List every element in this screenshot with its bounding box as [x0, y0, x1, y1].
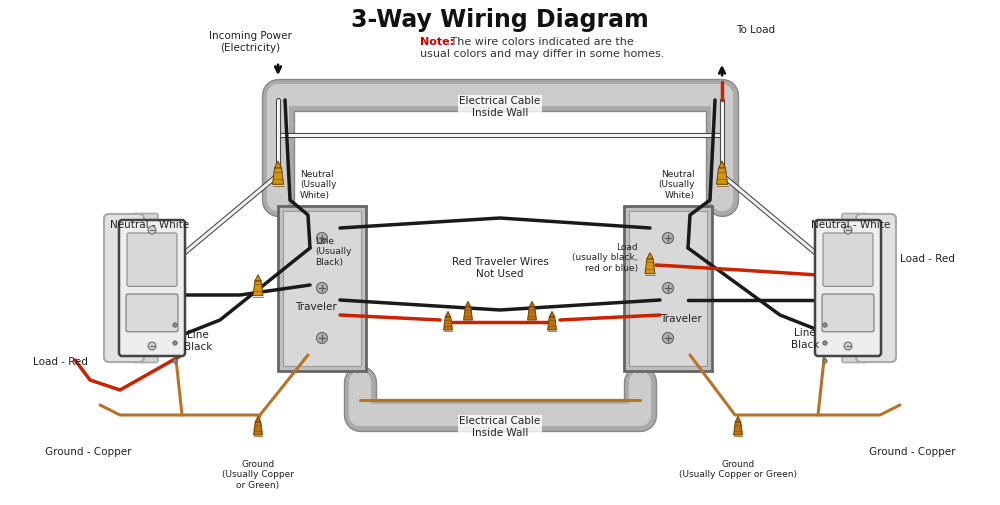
Text: Load
(usually black,
red or blue): Load (usually black, red or blue) — [572, 243, 638, 273]
Polygon shape — [464, 307, 472, 320]
Circle shape — [173, 323, 177, 327]
FancyBboxPatch shape — [127, 233, 177, 286]
Text: Red Traveler Wires
Not Used: Red Traveler Wires Not Used — [452, 257, 548, 279]
Circle shape — [173, 341, 177, 345]
Circle shape — [823, 323, 827, 327]
Text: 3-Way Wiring Diagram: 3-Way Wiring Diagram — [351, 8, 649, 32]
FancyBboxPatch shape — [126, 294, 178, 332]
Circle shape — [148, 226, 156, 234]
Circle shape — [120, 225, 128, 231]
Polygon shape — [718, 161, 726, 168]
Text: usual colors and may differ in some homes.: usual colors and may differ in some home… — [420, 49, 664, 59]
Circle shape — [142, 223, 148, 228]
Polygon shape — [255, 275, 261, 281]
Polygon shape — [274, 161, 282, 168]
Text: To Load: To Load — [736, 25, 776, 35]
Polygon shape — [716, 168, 728, 184]
Circle shape — [852, 223, 858, 228]
FancyBboxPatch shape — [823, 233, 873, 286]
Text: Ground
(Usually Copper
or Green): Ground (Usually Copper or Green) — [222, 460, 294, 490]
Polygon shape — [735, 417, 741, 422]
Circle shape — [872, 225, 880, 231]
FancyBboxPatch shape — [856, 214, 896, 362]
Polygon shape — [647, 252, 653, 259]
Text: The wire colors indicated are the: The wire colors indicated are the — [447, 37, 634, 47]
Polygon shape — [254, 422, 262, 435]
Polygon shape — [272, 168, 284, 184]
Polygon shape — [444, 317, 452, 330]
Text: Neutral
(Usually
White): Neutral (Usually White) — [300, 170, 336, 200]
Circle shape — [148, 342, 156, 350]
Circle shape — [142, 347, 148, 354]
Text: Electrical Cable
Inside Wall: Electrical Cable Inside Wall — [459, 96, 541, 118]
Text: Line
Black: Line Black — [184, 330, 212, 352]
FancyBboxPatch shape — [815, 220, 881, 356]
Polygon shape — [734, 422, 742, 435]
Text: Line
(Usually
Black): Line (Usually Black) — [315, 237, 352, 267]
FancyBboxPatch shape — [629, 211, 707, 366]
Text: Note:: Note: — [420, 37, 454, 47]
Text: Traveler: Traveler — [295, 302, 337, 312]
FancyBboxPatch shape — [132, 214, 158, 363]
Polygon shape — [253, 281, 263, 295]
Text: Ground - Copper: Ground - Copper — [869, 447, 955, 457]
Circle shape — [173, 359, 177, 363]
FancyBboxPatch shape — [624, 206, 712, 371]
Circle shape — [844, 342, 852, 350]
Circle shape — [852, 347, 858, 354]
Polygon shape — [465, 301, 471, 307]
Text: Neutral
(Usually
White): Neutral (Usually White) — [658, 170, 695, 200]
Polygon shape — [255, 417, 261, 422]
Circle shape — [823, 359, 827, 363]
Text: Neutral - White: Neutral - White — [811, 220, 890, 230]
Text: Load - Red: Load - Red — [900, 254, 955, 264]
Polygon shape — [549, 312, 555, 317]
Circle shape — [662, 332, 674, 343]
Polygon shape — [645, 259, 655, 274]
Polygon shape — [548, 317, 556, 330]
Circle shape — [823, 341, 827, 345]
Circle shape — [872, 344, 880, 351]
Circle shape — [844, 226, 852, 234]
Text: Traveler: Traveler — [660, 314, 702, 324]
Text: Neutral - White: Neutral - White — [110, 220, 189, 230]
Circle shape — [662, 232, 674, 243]
Polygon shape — [529, 301, 535, 307]
FancyBboxPatch shape — [822, 294, 874, 332]
Polygon shape — [445, 312, 451, 317]
Polygon shape — [528, 307, 536, 320]
Text: Line
Black: Line Black — [791, 328, 819, 350]
FancyBboxPatch shape — [119, 220, 185, 356]
Text: Ground - Copper: Ground - Copper — [45, 447, 131, 457]
FancyBboxPatch shape — [842, 214, 868, 363]
FancyBboxPatch shape — [104, 214, 144, 362]
Circle shape — [120, 344, 128, 351]
FancyBboxPatch shape — [278, 206, 366, 371]
Circle shape — [316, 232, 328, 243]
Circle shape — [662, 282, 674, 293]
FancyBboxPatch shape — [283, 211, 361, 366]
Text: Electrical Cable
Inside Wall: Electrical Cable Inside Wall — [459, 416, 541, 438]
Circle shape — [316, 332, 328, 343]
Text: Ground
(Usually Copper or Green): Ground (Usually Copper or Green) — [679, 460, 797, 479]
Text: Load - Red: Load - Red — [33, 357, 87, 367]
Circle shape — [316, 282, 328, 293]
Text: Incoming Power
(Electricity): Incoming Power (Electricity) — [209, 31, 291, 53]
